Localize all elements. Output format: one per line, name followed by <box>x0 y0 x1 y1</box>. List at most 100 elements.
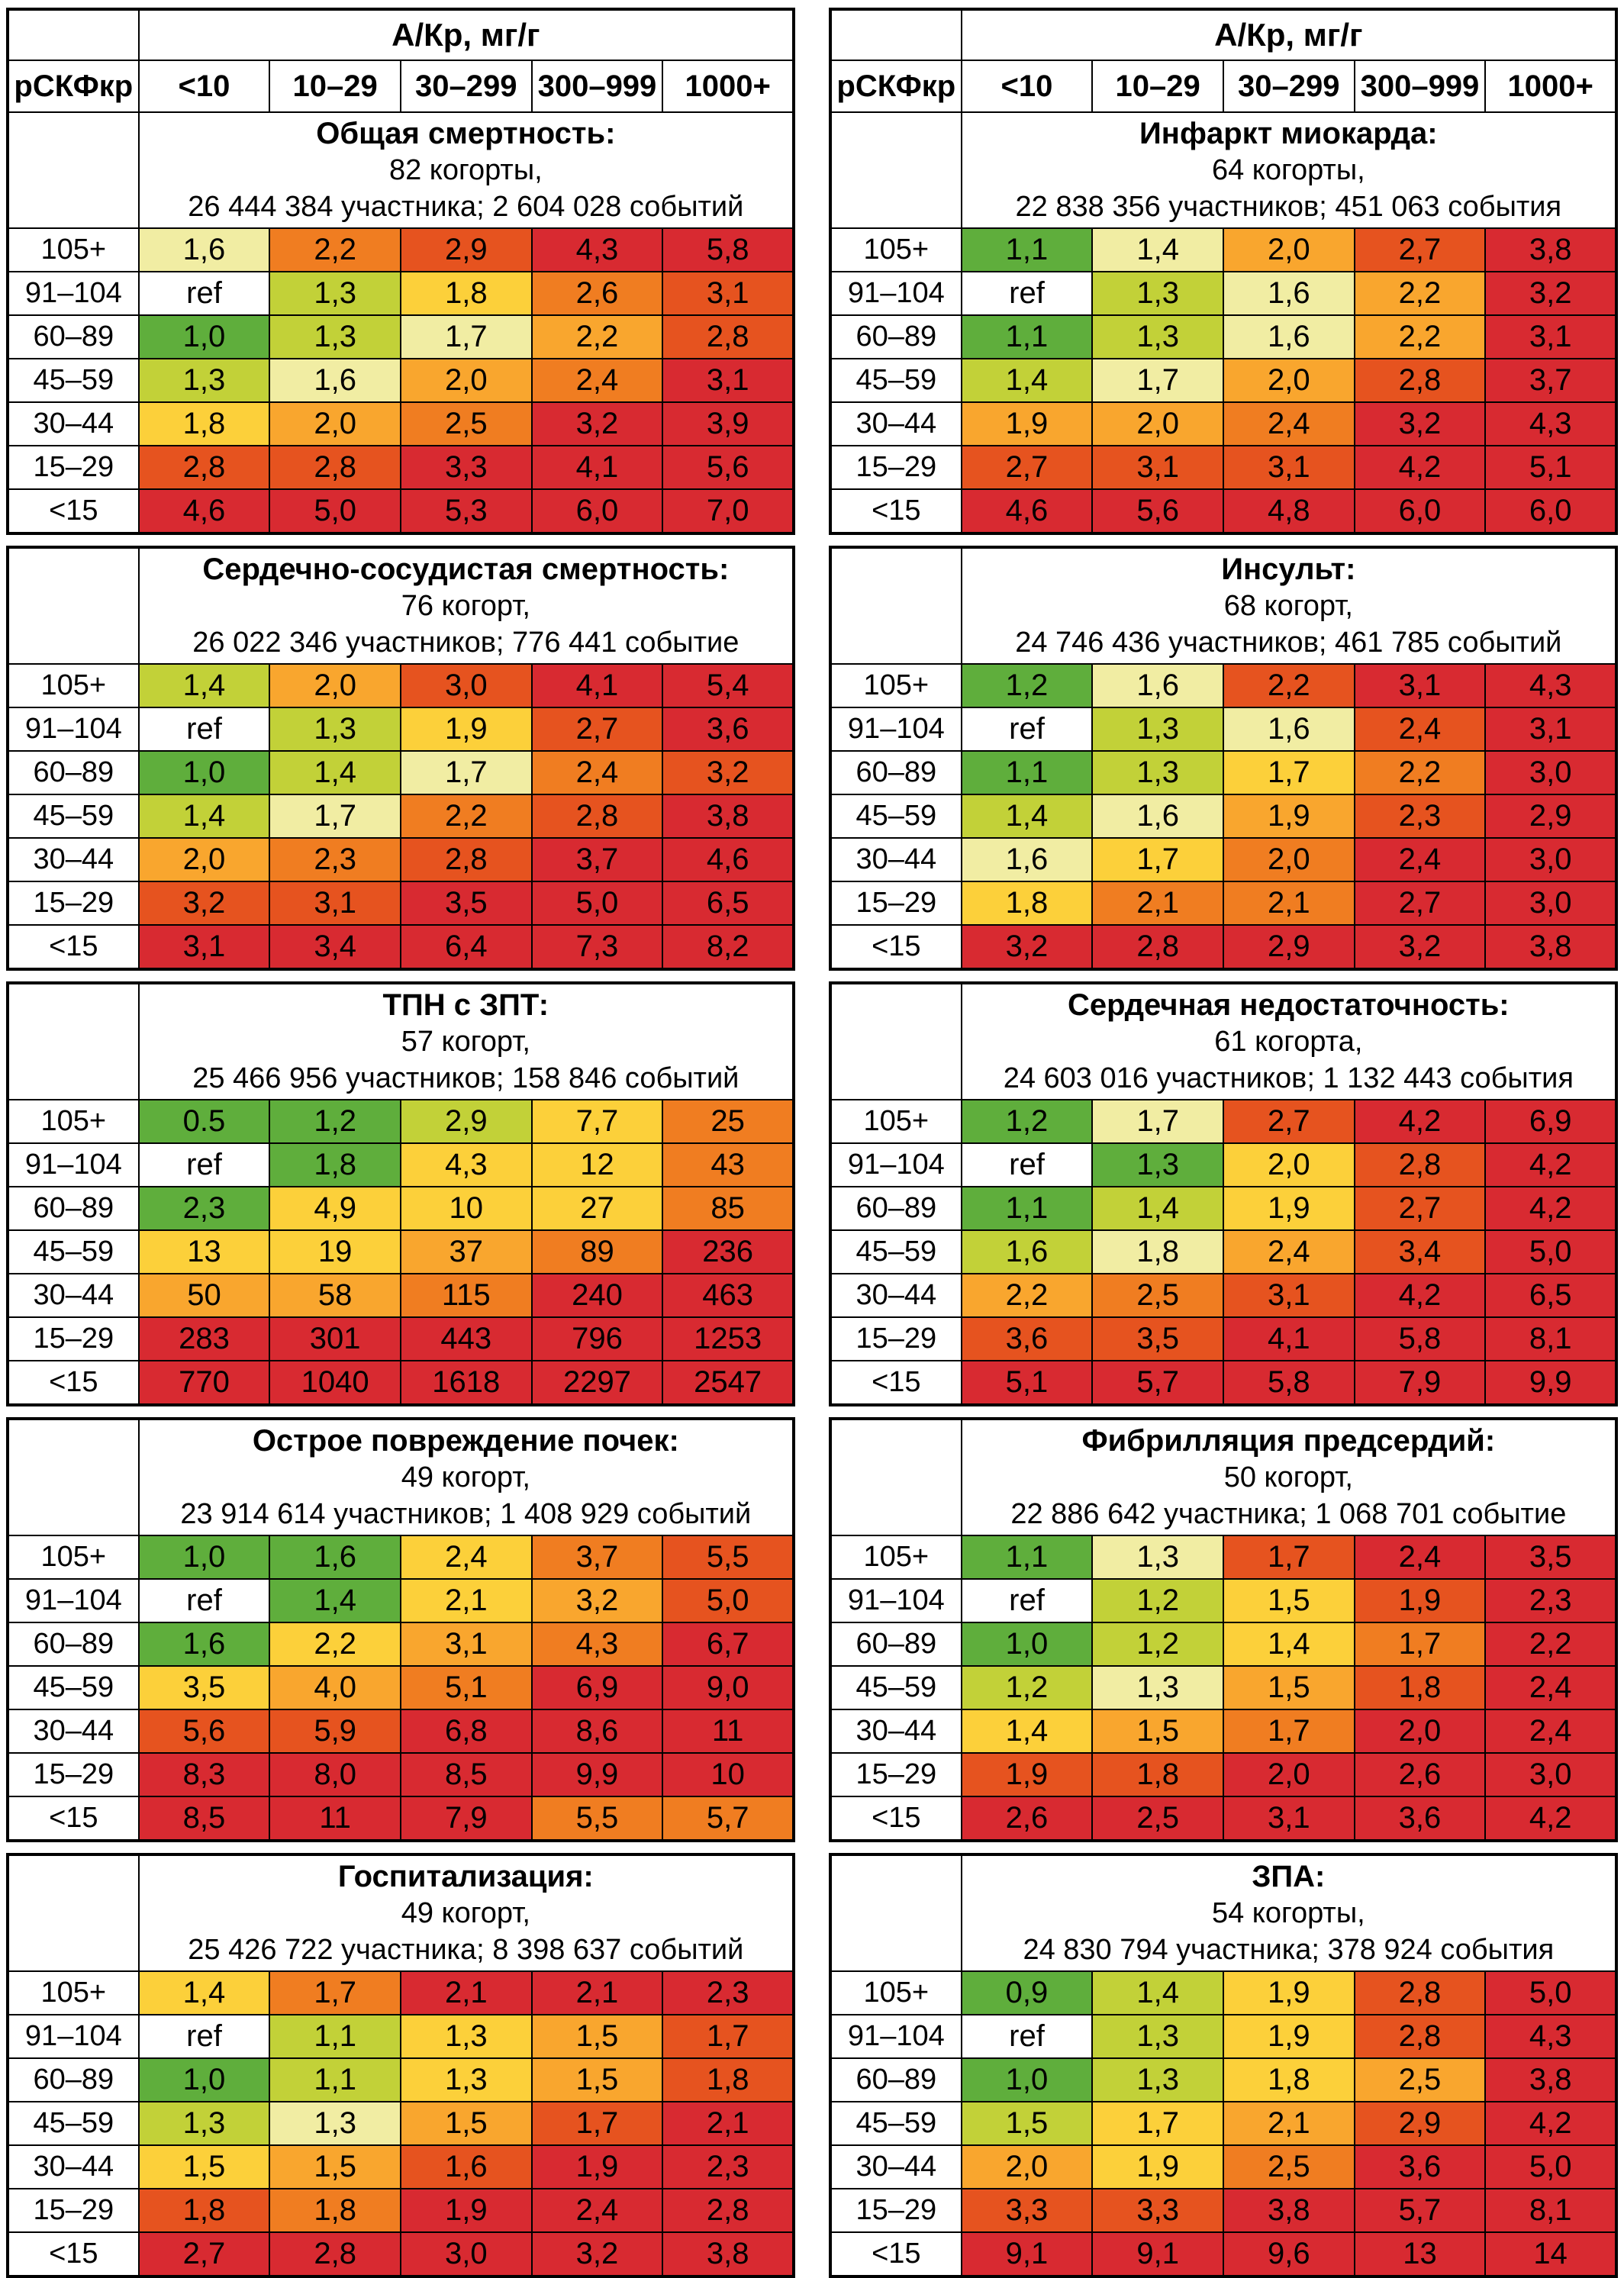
risk-cell: 1,9 <box>1222 2014 1355 2059</box>
risk-cell: 1,3 <box>269 271 401 316</box>
egfr-row-label: 45–59 <box>7 358 140 403</box>
risk-cell: 1,7 <box>1353 1622 1487 1667</box>
acr-column-header: 10–29 <box>1091 60 1224 113</box>
risk-cell: 1,6 <box>960 837 1094 882</box>
risk-cell: 3,0 <box>1484 1752 1617 1797</box>
risk-cell: 1,4 <box>960 358 1094 403</box>
risk-cell: 3,8 <box>662 2231 794 2277</box>
egfr-row-label: 91–104 <box>830 707 962 752</box>
cohorts-line: 57 когорт, <box>401 1026 530 1058</box>
title-stub-cell <box>830 1418 962 1536</box>
risk-cell: 3,5 <box>1484 1535 1617 1580</box>
cohorts-line: 49 когорт, <box>401 1461 530 1493</box>
risk-cell: 8,5 <box>399 1752 533 1797</box>
risk-cell: 2547 <box>662 1360 794 1406</box>
risk-cell: 2,0 <box>269 663 401 708</box>
risk-cell: 1,0 <box>137 1535 271 1580</box>
risk-cell: 3,1 <box>269 881 401 926</box>
risk-cell: 2,8 <box>662 2188 794 2233</box>
risk-cell: 2,3 <box>662 2144 794 2189</box>
egfr-row-label: 91–104 <box>7 2014 140 2059</box>
table-title: Сердечно-сосудистая смертность: <box>202 553 730 586</box>
egfr-row-label: 105+ <box>7 1099 140 1144</box>
risk-cell: 2,8 <box>269 445 401 490</box>
cohorts-line: 76 когорт, <box>401 590 530 622</box>
cohorts-line: 49 когорт, <box>401 1897 530 1929</box>
risk-cell: 1,3 <box>1091 271 1224 316</box>
risk-cell: 9,9 <box>1484 1360 1617 1406</box>
risk-cell: 3,7 <box>530 837 664 882</box>
risk-cell: 2,0 <box>1222 837 1355 882</box>
risk-cell: 8,2 <box>662 924 794 970</box>
risk-cell: 1,3 <box>1091 707 1224 752</box>
risk-cell: 1,7 <box>399 750 533 795</box>
egfr-row-label: 15–29 <box>830 1752 962 1797</box>
risk-cell: 2,2 <box>399 794 533 839</box>
risk-cell: 8,6 <box>530 1709 664 1754</box>
table-row: 105+ 0.5 1,2 2,9 7,7 25 <box>7 1099 794 1144</box>
egfr-header: рСКФкр <box>830 60 962 113</box>
risk-cell: 3,4 <box>1353 1229 1487 1274</box>
table-row: <15 2,7 2,8 3,0 3,2 3,8 <box>7 2231 794 2277</box>
risk-cell: 3,4 <box>269 924 401 970</box>
table-row: 60–89 2,3 4,9 10 27 85 <box>7 1186 794 1231</box>
risk-cell: 4,6 <box>960 488 1094 534</box>
risk-cell: 1,6 <box>1222 707 1355 752</box>
corner-cell <box>830 8 962 61</box>
title-stub-cell <box>830 546 962 665</box>
risk-cell: 3,8 <box>1484 227 1617 272</box>
egfr-row-label: 30–44 <box>7 401 140 446</box>
table-row: 60–89 1,0 1,3 1,7 2,2 2,8 <box>7 314 794 359</box>
egfr-row-label: <15 <box>7 924 140 970</box>
acr-column-header: 1000+ <box>662 60 794 113</box>
risk-cell: 3,2 <box>1353 401 1487 446</box>
risk-cell: 1,9 <box>530 2144 664 2189</box>
risk-cell: 2,4 <box>1353 837 1487 882</box>
egfr-row-label: 15–29 <box>830 881 962 926</box>
risk-cell: 50 <box>137 1273 271 1318</box>
title-row: Сердечная недостаточность: 61 когорта, 24 … <box>830 982 1618 1100</box>
egfr-row-label: <15 <box>830 1360 962 1406</box>
risk-cell: 2,2 <box>1484 1622 1617 1667</box>
risk-cell: 1,4 <box>269 750 401 795</box>
egfr-row-label: 91–104 <box>7 707 140 752</box>
table-row: 30–44 5,6 5,9 6,8 8,6 11 <box>7 1709 794 1754</box>
risk-cell: 10 <box>662 1752 794 1797</box>
risk-cell: 1,2 <box>960 1665 1094 1710</box>
risk-cell: 2,4 <box>1484 1665 1617 1710</box>
risk-cell: 2,1 <box>1091 881 1224 926</box>
table-total-mortality: А/Кр, мг/г рСКФкр <10 10–29 30–299 300–999 100… <box>6 8 795 535</box>
risk-cell: 1,9 <box>960 401 1094 446</box>
egfr-row-label: 60–89 <box>7 1622 140 1667</box>
participants-line: 24 830 794 участника; 378 924 события <box>1023 1934 1555 1966</box>
risk-cell: 2,7 <box>960 445 1094 490</box>
table-row: 60–89 1,1 1,3 1,6 2,2 3,1 <box>830 314 1617 359</box>
table-row: 45–59 1,5 1,7 2,1 2,9 4,2 <box>830 2101 1617 2146</box>
risk-cell: ref <box>137 1578 271 1623</box>
risk-cell: 2,2 <box>1222 663 1355 708</box>
risk-cell: 1,5 <box>137 2144 271 2189</box>
risk-cell: 11 <box>662 1709 794 1754</box>
risk-cell: 3,1 <box>1353 663 1487 708</box>
risk-cell: 1,6 <box>1222 314 1355 359</box>
risk-cell: 1,7 <box>1091 837 1224 882</box>
risk-cell: 1,7 <box>399 314 533 359</box>
table-row: <15 4,6 5,6 4,8 6,0 6,0 <box>830 488 1617 534</box>
egfr-row-label: 60–89 <box>830 1186 962 1231</box>
risk-cell: 2,1 <box>530 1970 664 2015</box>
risk-cell: 1,0 <box>137 750 271 795</box>
table-title-cell: ЗПА: 54 когорты, 24 830 794 участника; 378… <box>960 1854 1618 1972</box>
risk-cell: 4,8 <box>1222 488 1355 534</box>
cohorts-line: 68 когорт, <box>1223 590 1353 622</box>
risk-cell: 10 <box>399 1186 533 1231</box>
risk-cell: 4,1 <box>530 445 664 490</box>
risk-cell: 1618 <box>399 1360 533 1406</box>
risk-cell: 1,9 <box>399 2188 533 2233</box>
risk-cell: 1,1 <box>960 314 1094 359</box>
table-title: Острое повреждение почек: <box>252 1424 679 1458</box>
risk-cell: 1,0 <box>960 2057 1094 2102</box>
risk-cell: 1,9 <box>1353 1578 1487 1623</box>
egfr-row-label: 105+ <box>7 1535 140 1580</box>
risk-cell: 1,5 <box>1222 1578 1355 1623</box>
risk-cell: 301 <box>269 1316 401 1361</box>
